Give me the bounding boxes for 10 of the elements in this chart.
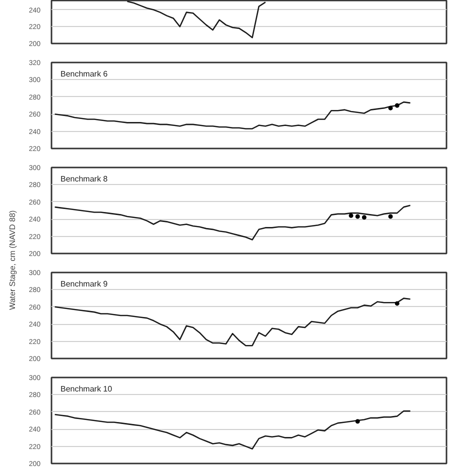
- line-series: [54, 410, 411, 450]
- y-axis-title: Water Stage, cm (NAVD 88): [8, 210, 17, 310]
- text: Benchmark 9: [60, 280, 108, 288]
- line-series: [54, 298, 411, 346]
- line-series: [54, 101, 411, 130]
- line-series: [54, 204, 411, 240]
- text: Benchmark 8: [60, 174, 108, 184]
- text: Benchmark 10: [60, 384, 113, 394]
- line-series: [126, 0, 266, 38]
- text: Benchmark 6: [60, 70, 108, 78]
